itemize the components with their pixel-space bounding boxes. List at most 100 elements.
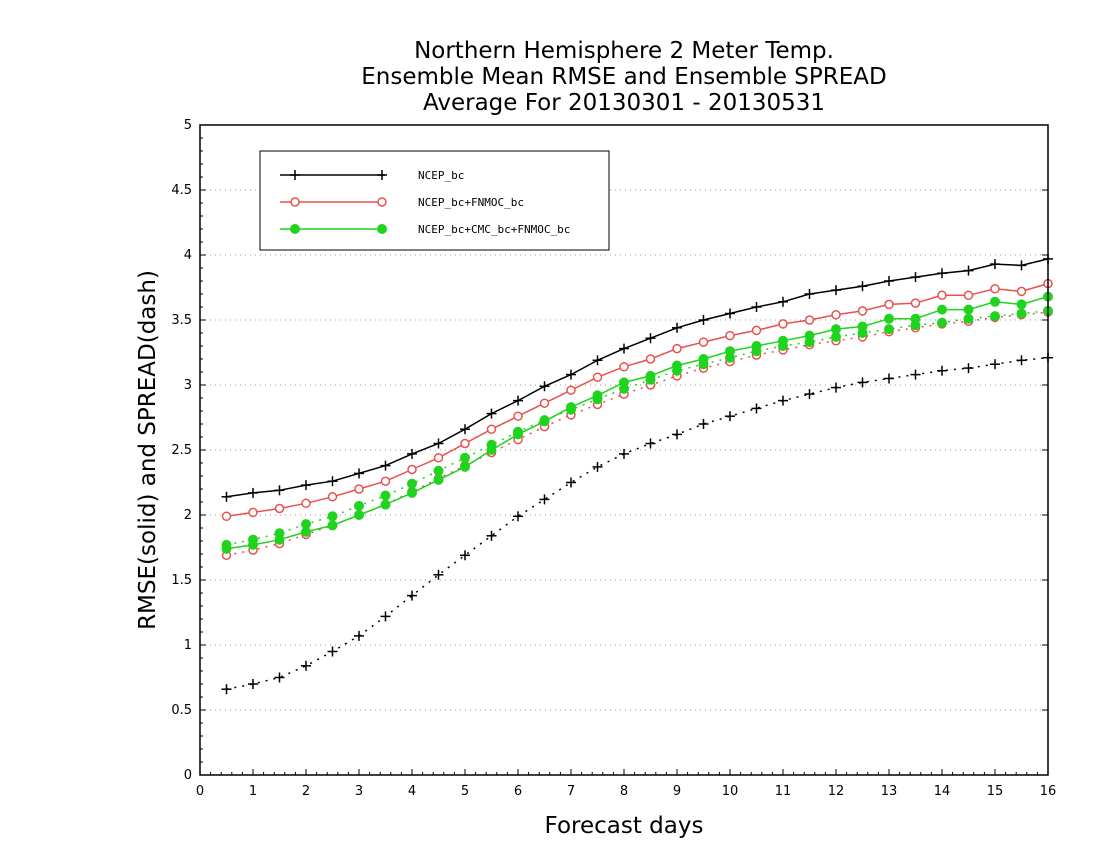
rmse-point-1-19 — [725, 330, 735, 341]
x-tick-label: 5 — [461, 784, 469, 799]
x-tick-label: 7 — [567, 784, 575, 799]
spread-point-0-19 — [725, 411, 735, 422]
series-rmse-line-0 — [226, 258, 1049, 498]
x-axis-ticks: 0 1 2 3 4 5 6 7 8 9 10 11 12 13 14 15 16 — [196, 769, 1056, 799]
rmse-point-0-16 — [645, 333, 656, 344]
rmse-point-0-15 — [619, 343, 629, 354]
rmse-point-0-10 — [486, 408, 497, 419]
rmse-point-0-17 — [672, 322, 682, 333]
chart-title: Northern Hemisphere 2 Meter Temp. Ensemb… — [361, 38, 886, 116]
rmse-point-2-0 — [221, 543, 232, 554]
y-tick-label: 0 — [184, 768, 192, 783]
rmse-point-2-20 — [751, 341, 762, 351]
y-axis-ticks: 0 0.5 1 1.5 2 2.5 3 3.5 4 4.5 5 — [171, 118, 1048, 783]
legend-box — [259, 150, 610, 251]
rmse-point-2-16 — [645, 370, 656, 381]
spread-point-2-7 — [407, 478, 417, 489]
legend-marker-right — [377, 224, 387, 234]
spread-point-0-6 — [380, 611, 391, 622]
rmse-point-0-12 — [539, 381, 550, 392]
legend-entry-1: NCEP_bc+FNMOC_bc — [280, 196, 524, 209]
x-tick-label: 14 — [934, 784, 951, 799]
legend-marker-left — [290, 224, 300, 234]
rmse-point-2-14 — [592, 390, 603, 401]
rmse-point-0-4 — [327, 476, 338, 487]
rmse-point-0-11 — [513, 395, 523, 406]
spread-point-0-23 — [831, 382, 841, 393]
x-tick-label: 10 — [722, 784, 739, 799]
spread-point-2-6 — [380, 490, 391, 501]
rmse-point-0-30 — [1016, 260, 1027, 271]
rmse-point-1-5 — [354, 484, 364, 494]
rmse-point-2-29 — [990, 296, 1000, 307]
rmse-point-2-9 — [460, 461, 470, 472]
legend-label: NCEP_bc — [418, 169, 464, 182]
x-tick-label: 8 — [620, 784, 628, 799]
rmse-point-1-4 — [327, 492, 338, 502]
y-tick-label: 2.5 — [171, 443, 192, 458]
series-layer — [221, 253, 1053, 695]
rmse-point-1-14 — [592, 372, 603, 382]
spread-point-0-0 — [221, 684, 232, 695]
x-tick-label: 9 — [673, 784, 681, 799]
spread-point-0-8 — [433, 569, 444, 580]
rmse-point-1-28 — [963, 290, 974, 301]
rmse-point-1-27 — [937, 290, 947, 301]
rmse-point-2-28 — [963, 304, 974, 315]
spread-point-0-17 — [672, 429, 682, 440]
rmse-point-2-6 — [380, 499, 391, 510]
spread-point-2-29 — [990, 311, 1000, 322]
spread-point-0-10 — [486, 530, 497, 541]
y-tick-label: 1 — [184, 638, 192, 653]
rmse-point-2-1 — [248, 539, 258, 550]
y-tick-label: 4.5 — [171, 183, 192, 198]
series-spread-line-0 — [226, 356, 1049, 690]
y-tick-label: 3 — [184, 378, 192, 393]
rmse-point-0-2 — [274, 485, 285, 496]
rmse-point-1-11 — [513, 411, 523, 421]
rmse-point-0-14 — [592, 355, 603, 366]
rmse-point-2-24 — [857, 321, 868, 332]
rmse-point-0-21 — [778, 296, 788, 307]
rmse-point-0-23 — [831, 285, 841, 296]
legend-label: NCEP_bc+FNMOC_bc — [418, 196, 524, 209]
legend-marker-right — [377, 197, 387, 207]
rmse-point-1-1 — [248, 507, 258, 518]
y-tick-label: 4 — [184, 248, 192, 263]
rmse-point-2-7 — [407, 487, 417, 498]
rmse-point-0-28 — [963, 265, 974, 276]
rmse-point-0-5 — [354, 468, 364, 479]
spread-point-0-11 — [513, 511, 523, 522]
rmse-point-2-4 — [327, 520, 338, 531]
rmse-point-0-0 — [221, 491, 232, 502]
rmse-point-1-0 — [221, 511, 232, 522]
x-tick-label: 0 — [196, 784, 204, 799]
rmse-point-2-5 — [354, 510, 364, 520]
rmse-point-2-30 — [1016, 299, 1027, 310]
spread-point-0-28 — [963, 363, 974, 374]
series-spread-line-2 — [226, 310, 1049, 546]
legend-marker-right — [377, 170, 387, 180]
spread-point-0-1 — [248, 679, 258, 689]
y-tick-label: 2 — [184, 508, 192, 523]
rmse-point-2-8 — [433, 474, 444, 485]
rmse-point-2-15 — [619, 377, 629, 388]
rmse-point-2-13 — [566, 402, 576, 413]
rmse-point-1-15 — [619, 362, 629, 372]
x-tick-label: 6 — [514, 784, 522, 799]
y-axis-label: RMSE(solid) and SPREAD(dash) — [135, 270, 161, 630]
x-tick-label: 16 — [1040, 784, 1057, 799]
rmse-point-0-8 — [433, 438, 444, 449]
rmse-point-2-21 — [778, 335, 788, 346]
spread-point-0-24 — [857, 377, 868, 388]
rmse-point-2-11 — [513, 429, 523, 440]
rmse-point-1-18 — [698, 337, 709, 347]
spread-point-0-25 — [884, 373, 894, 384]
x-tick-label: 12 — [828, 784, 845, 799]
rmse-point-0-13 — [566, 369, 576, 380]
rmse-point-1-2 — [274, 503, 285, 514]
rmse-point-0-6 — [380, 460, 391, 471]
rmse-point-2-23 — [831, 324, 841, 335]
x-tick-label: 1 — [249, 784, 257, 799]
